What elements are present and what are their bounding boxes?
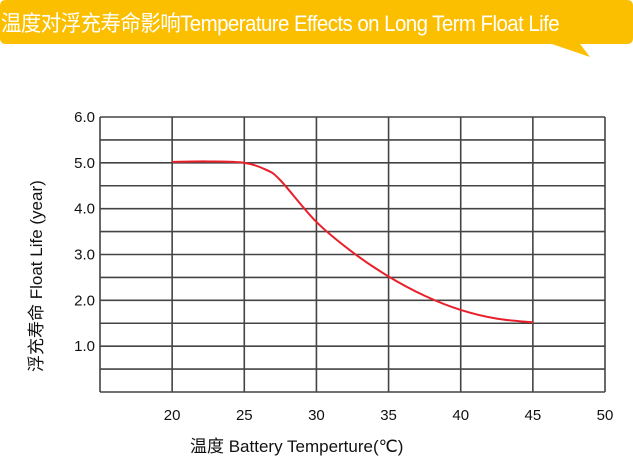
y-axis-label: 浮充寿命 Float Life (year) xyxy=(27,180,46,372)
y-tick-label: 1.0 xyxy=(74,338,95,355)
x-tick-label: 45 xyxy=(525,407,542,424)
x-tick-label: 25 xyxy=(236,407,253,424)
x-tick-label: 35 xyxy=(380,407,397,424)
y-tick-label: 4.0 xyxy=(74,201,95,218)
x-axis-label: 温度 Battery Temperture(℃) xyxy=(190,437,403,456)
y-ticks: 1.0 2.0 3.0 4.0 5.0 6.0 xyxy=(74,109,95,355)
chart-title: 温度对浮充寿命影响Temperature Effects on Long Ter… xyxy=(1,11,560,36)
x-tick-label: 50 xyxy=(597,407,614,424)
y-tick-label: 3.0 xyxy=(74,247,95,264)
title-banner xyxy=(0,0,633,57)
series-line xyxy=(172,160,533,324)
x-tick-label: 40 xyxy=(452,407,469,424)
grid xyxy=(99,116,606,393)
x-tick-label: 20 xyxy=(164,407,181,424)
y-tick-label: 2.0 xyxy=(74,292,95,309)
y-tick-label: 6.0 xyxy=(74,109,95,126)
x-ticks: 20 25 30 35 40 45 50 xyxy=(164,407,614,424)
y-tick-label: 5.0 xyxy=(74,155,95,172)
x-tick-label: 30 xyxy=(308,407,325,424)
